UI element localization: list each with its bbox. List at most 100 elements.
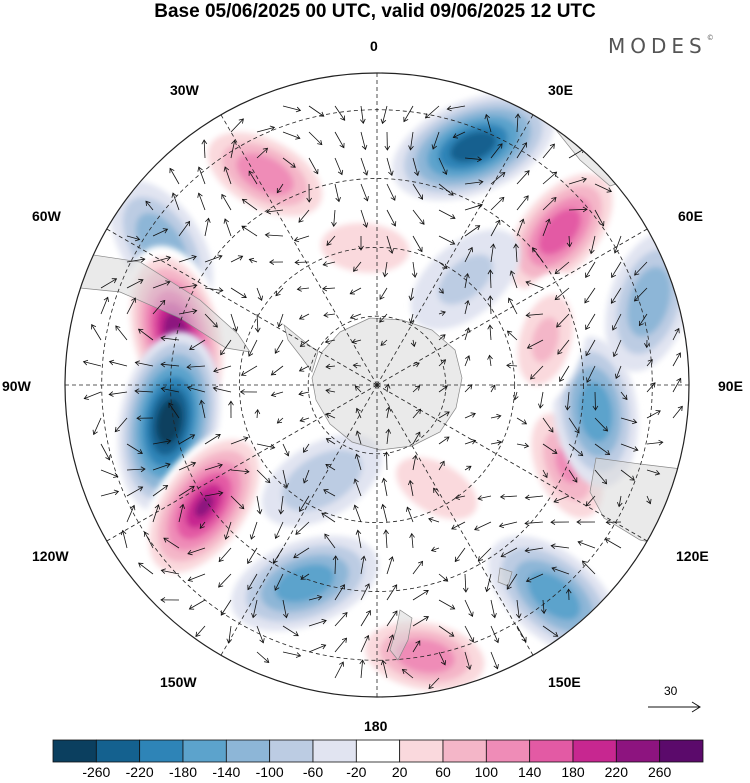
wind-arrow bbox=[163, 537, 180, 549]
wind-arrow bbox=[438, 460, 445, 471]
wind-arrow bbox=[438, 411, 450, 419]
wind-arrow bbox=[92, 417, 102, 436]
wind-arrow bbox=[251, 599, 258, 619]
wind-arrow bbox=[672, 405, 683, 419]
wind-arrow bbox=[477, 547, 492, 562]
wind-arrow bbox=[353, 261, 362, 272]
wind-arrow bbox=[515, 599, 522, 619]
lon-label-90w: 90W bbox=[2, 378, 31, 394]
wind-arrow bbox=[230, 495, 245, 510]
wind-arrow bbox=[186, 385, 206, 393]
wind-arrow bbox=[542, 171, 558, 185]
wind-arrow bbox=[384, 131, 391, 151]
wind-arrow bbox=[513, 391, 519, 401]
wind-arrow bbox=[360, 583, 370, 601]
meridian-line bbox=[106, 228, 378, 386]
wind-arrow bbox=[152, 228, 169, 237]
wind-arrow bbox=[412, 616, 430, 627]
wind-arrow bbox=[490, 599, 497, 619]
wind-arrow bbox=[556, 313, 570, 328]
wind-arrow bbox=[334, 131, 345, 149]
wind-arrow bbox=[540, 599, 547, 615]
wind-arrow bbox=[100, 278, 118, 289]
wind-arrow bbox=[299, 339, 310, 347]
wind-arrow bbox=[160, 361, 180, 368]
wind-arrow bbox=[484, 113, 492, 133]
wind-arrow bbox=[490, 651, 499, 670]
wind-arrow bbox=[386, 235, 394, 254]
wind-arrow bbox=[464, 355, 471, 367]
wind-arrow bbox=[611, 261, 622, 278]
wind-arrow bbox=[382, 261, 389, 278]
wind-arrow bbox=[256, 287, 264, 302]
wind-arrow bbox=[204, 287, 224, 293]
wind-arrow bbox=[256, 443, 276, 450]
lon-label-90e: 90E bbox=[718, 378, 743, 394]
anomaly-contour bbox=[281, 449, 362, 512]
antarctica-land bbox=[311, 317, 463, 451]
wind-arrow bbox=[247, 573, 258, 591]
colorbar-tick-label: -260 bbox=[82, 764, 111, 780]
wind-arrow bbox=[256, 147, 269, 159]
wind-arrow bbox=[438, 157, 448, 176]
wind-arrow bbox=[114, 417, 128, 433]
wind-arrow bbox=[380, 105, 388, 125]
wind-arrow bbox=[383, 529, 389, 549]
wind-arrow bbox=[178, 283, 198, 289]
wind-arrow bbox=[355, 407, 362, 419]
anomaly-n-20e bbox=[392, 93, 555, 201]
wind-arrow bbox=[152, 462, 171, 471]
wind-arrow bbox=[464, 299, 471, 315]
wind-arrow bbox=[407, 479, 414, 497]
meridian-line bbox=[220, 384, 378, 656]
wind-arrow bbox=[379, 287, 388, 300]
wind-arrow bbox=[272, 547, 284, 564]
anomaly-contour bbox=[394, 638, 455, 674]
wind-arrow bbox=[282, 131, 301, 140]
wind-arrow bbox=[325, 363, 336, 370]
wind-arrow bbox=[322, 261, 336, 267]
wind-arrow bbox=[532, 247, 544, 263]
wind-arrow bbox=[221, 193, 232, 211]
meridian-line bbox=[106, 384, 378, 542]
wind-arrow bbox=[565, 588, 572, 601]
wind-arrow bbox=[349, 313, 362, 320]
colorbar-tick-label: 100 bbox=[474, 764, 499, 780]
wind-arrow bbox=[568, 206, 588, 213]
wind-arrow bbox=[201, 139, 208, 159]
wind-arrow bbox=[438, 235, 456, 245]
wind-arrow bbox=[355, 430, 362, 445]
colorbar-tick-label: 140 bbox=[517, 764, 542, 780]
wind-arrow bbox=[248, 257, 258, 264]
wind-arrow bbox=[270, 391, 284, 398]
wind-arrow bbox=[451, 521, 466, 530]
wind-arrow bbox=[525, 573, 544, 583]
wind-arrow bbox=[525, 280, 544, 289]
wind-arrow bbox=[585, 313, 596, 331]
wind-arrow bbox=[108, 359, 128, 367]
wind-arrow bbox=[178, 503, 185, 523]
wind-arrow bbox=[594, 443, 611, 455]
wind-arrow bbox=[490, 143, 503, 159]
anomaly-contour bbox=[320, 222, 410, 273]
lon-label-30w: 30W bbox=[170, 82, 199, 98]
wind-arrow bbox=[646, 359, 653, 367]
wind-arrow bbox=[349, 287, 362, 295]
wind-arrow bbox=[542, 469, 548, 479]
wind-arrow bbox=[325, 438, 336, 445]
wind-arrow bbox=[614, 365, 622, 380]
wind-arrow bbox=[490, 413, 502, 420]
wind-arrow bbox=[620, 469, 635, 481]
wind-arrow bbox=[274, 521, 284, 540]
anomaly-n-150w-in bbox=[261, 434, 383, 527]
wind-arrow bbox=[334, 157, 344, 176]
wind-arrow bbox=[230, 118, 244, 133]
wind-arrow bbox=[126, 235, 141, 242]
wind-arrow bbox=[145, 200, 154, 211]
wind-arrow bbox=[302, 469, 310, 484]
wind-arrow bbox=[438, 651, 447, 666]
wind-arrow bbox=[275, 287, 284, 297]
wind-arrow bbox=[524, 494, 544, 501]
meridian-line bbox=[376, 384, 648, 542]
